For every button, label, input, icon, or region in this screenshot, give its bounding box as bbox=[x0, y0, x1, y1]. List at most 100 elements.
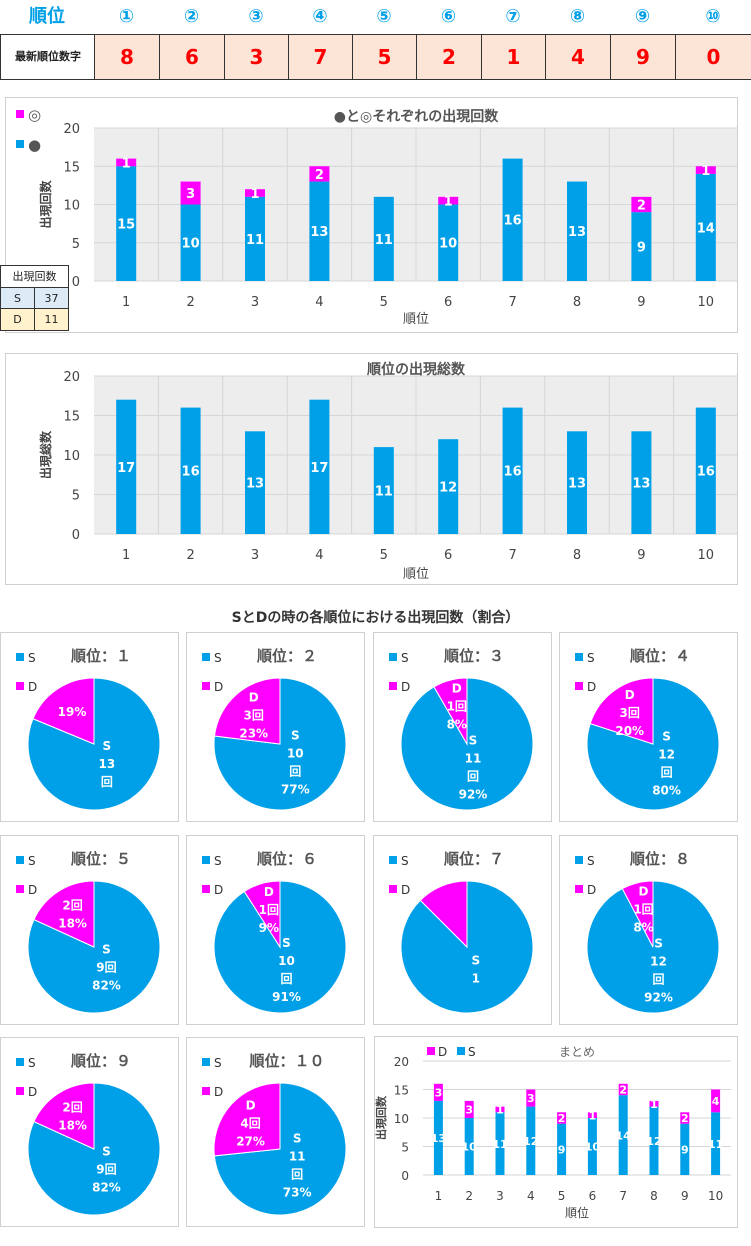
bar-segment bbox=[438, 439, 459, 534]
y-tick-label: 0 bbox=[401, 1169, 409, 1183]
legend-swatch bbox=[16, 110, 24, 118]
bar-segment bbox=[587, 1118, 597, 1175]
bar-value-label: 1 bbox=[122, 156, 131, 171]
position-header-3: ③ bbox=[248, 6, 264, 27]
bar-value-label: 11 bbox=[375, 233, 393, 248]
pie-label-d: 1回 bbox=[633, 903, 653, 917]
legend-swatch bbox=[16, 682, 24, 690]
bar-segment bbox=[526, 1089, 536, 1107]
pie-label-s: 回 bbox=[291, 1167, 303, 1181]
pie-label-s: 73% bbox=[283, 1185, 312, 1199]
pie-label-s: 82% bbox=[92, 978, 121, 992]
pie-label-d: 9% bbox=[259, 921, 279, 935]
legend-swatch bbox=[389, 856, 397, 864]
x-tick-label: 2 bbox=[465, 1189, 473, 1203]
bar-segment bbox=[438, 196, 459, 205]
pie-label-s: S bbox=[293, 1131, 302, 1145]
legend-label: ◎ bbox=[28, 106, 41, 124]
pie-label-s: 回 bbox=[467, 769, 479, 783]
x-tick-label: 1 bbox=[122, 295, 130, 310]
pie-label-s: 77% bbox=[281, 782, 310, 796]
legend-label: S bbox=[587, 651, 595, 665]
pie-label-d: 1回 bbox=[259, 903, 279, 917]
pie-label-s: 11 bbox=[289, 1149, 306, 1163]
pie-label-s: 13 bbox=[98, 757, 115, 771]
bar-segment bbox=[711, 1112, 721, 1175]
bar-value-label: 16 bbox=[504, 214, 522, 229]
pie-label-s: 80% bbox=[652, 784, 681, 798]
pie-chart: 順位：３ S D S 11 回 92% D 1回 8% bbox=[389, 647, 534, 811]
bar-value-label: 17 bbox=[117, 461, 135, 476]
legend-swatch bbox=[16, 885, 24, 893]
pie-label-s: 回 bbox=[289, 764, 301, 778]
counts-row-d-key: D bbox=[1, 309, 35, 330]
pie-chart: 順位：５ S D S 9回 82% 2回 18% bbox=[16, 850, 161, 1014]
pie-label-d: 18% bbox=[58, 917, 87, 931]
pie-label-d: D bbox=[639, 885, 649, 899]
legend-label: S bbox=[28, 651, 36, 665]
legend-swatch bbox=[457, 1047, 465, 1055]
legend-label: S bbox=[401, 651, 409, 665]
pie-label-d: 2回 bbox=[62, 1101, 82, 1115]
pie-title: 順位：８ bbox=[629, 850, 690, 868]
bar-value-label: 3 bbox=[527, 1092, 535, 1105]
pie-label-s: 回 bbox=[661, 766, 673, 780]
pie-label-d: 27% bbox=[236, 1135, 265, 1149]
pie-label-s: S bbox=[472, 953, 481, 967]
legend-label: S bbox=[28, 1056, 36, 1070]
legend-swatch bbox=[16, 1087, 24, 1095]
bar-value-label: 1 bbox=[650, 1098, 658, 1111]
latest-digit-2: 6 bbox=[159, 35, 224, 79]
bar-segment bbox=[180, 181, 201, 205]
pie-label-s: S bbox=[103, 739, 112, 753]
pie-chart: 順位：７ S D S 1 bbox=[389, 850, 534, 1014]
chart-title: 順位の出現総数 bbox=[367, 361, 466, 378]
bar-segment bbox=[464, 1100, 474, 1118]
legend-label: D bbox=[401, 680, 410, 694]
legend-label: S bbox=[468, 1045, 476, 1059]
pie-label-s: 10 bbox=[287, 746, 304, 760]
x-tick-label: 3 bbox=[251, 295, 259, 310]
counts-row-s-key: S bbox=[1, 288, 35, 309]
y-axis-label: 出現回数 bbox=[38, 180, 53, 229]
legend-swatch bbox=[427, 1047, 435, 1055]
pie-title: 順位：７ bbox=[443, 850, 504, 868]
pie-chart: 順位：６ S D S 10 回 91% D 1回 9% bbox=[202, 850, 347, 1014]
pie-label-s: 10 bbox=[278, 954, 295, 968]
legend-label: D bbox=[214, 883, 223, 897]
pie-label-s: S bbox=[654, 936, 663, 950]
x-tick-label: 6 bbox=[444, 548, 452, 563]
pie-title: 順位：１０ bbox=[248, 1052, 324, 1070]
y-tick-label: 10 bbox=[63, 199, 80, 214]
pie-label-s: 92% bbox=[644, 990, 673, 1004]
bar-value-label: 3 bbox=[435, 1087, 443, 1100]
bar-segment bbox=[695, 173, 716, 281]
bar-segment bbox=[680, 1112, 690, 1124]
x-axis-label: 順位 bbox=[403, 312, 429, 327]
pie-label-s: S bbox=[662, 730, 671, 744]
x-tick-label: 4 bbox=[315, 295, 323, 310]
pie-title: 順位：６ bbox=[256, 850, 317, 868]
pie-chart-panel: 順位：１ S D S 13 回 19% bbox=[0, 632, 179, 822]
legend-label: S bbox=[401, 854, 409, 868]
stacked-count-chart: 0510152011512103311141325116101716813992… bbox=[16, 106, 738, 327]
bar-segment bbox=[695, 166, 716, 174]
total-count-chart-panel: 0 5 10 15 20 1 17 2 16 3 13 4 17 5 11 6 12 7 16 8 13 9 13 10 16 順… bbox=[5, 353, 738, 585]
x-tick-label: 9 bbox=[681, 1189, 689, 1203]
bar-value-label: 13 bbox=[246, 477, 264, 492]
latest-digit-4: 7 bbox=[288, 35, 352, 79]
bar-segment bbox=[557, 1123, 567, 1175]
bar-value-label: 11 bbox=[708, 1138, 723, 1151]
pie-slice-d bbox=[589, 677, 654, 745]
x-tick-label: 7 bbox=[619, 1189, 627, 1203]
legend-swatch bbox=[575, 885, 583, 893]
x-tick-label: 7 bbox=[508, 548, 516, 563]
pie-slice-s bbox=[586, 677, 720, 811]
pie-chart-panel: 順位：５ S D S 9回 82% 2回 18% bbox=[0, 835, 179, 1025]
bar-segment bbox=[116, 399, 137, 534]
x-tick-label: 2 bbox=[186, 548, 194, 563]
y-tick-label: 15 bbox=[394, 1084, 409, 1098]
bar-value-label: 10 bbox=[462, 1141, 478, 1154]
x-tick-label: 10 bbox=[698, 548, 715, 563]
